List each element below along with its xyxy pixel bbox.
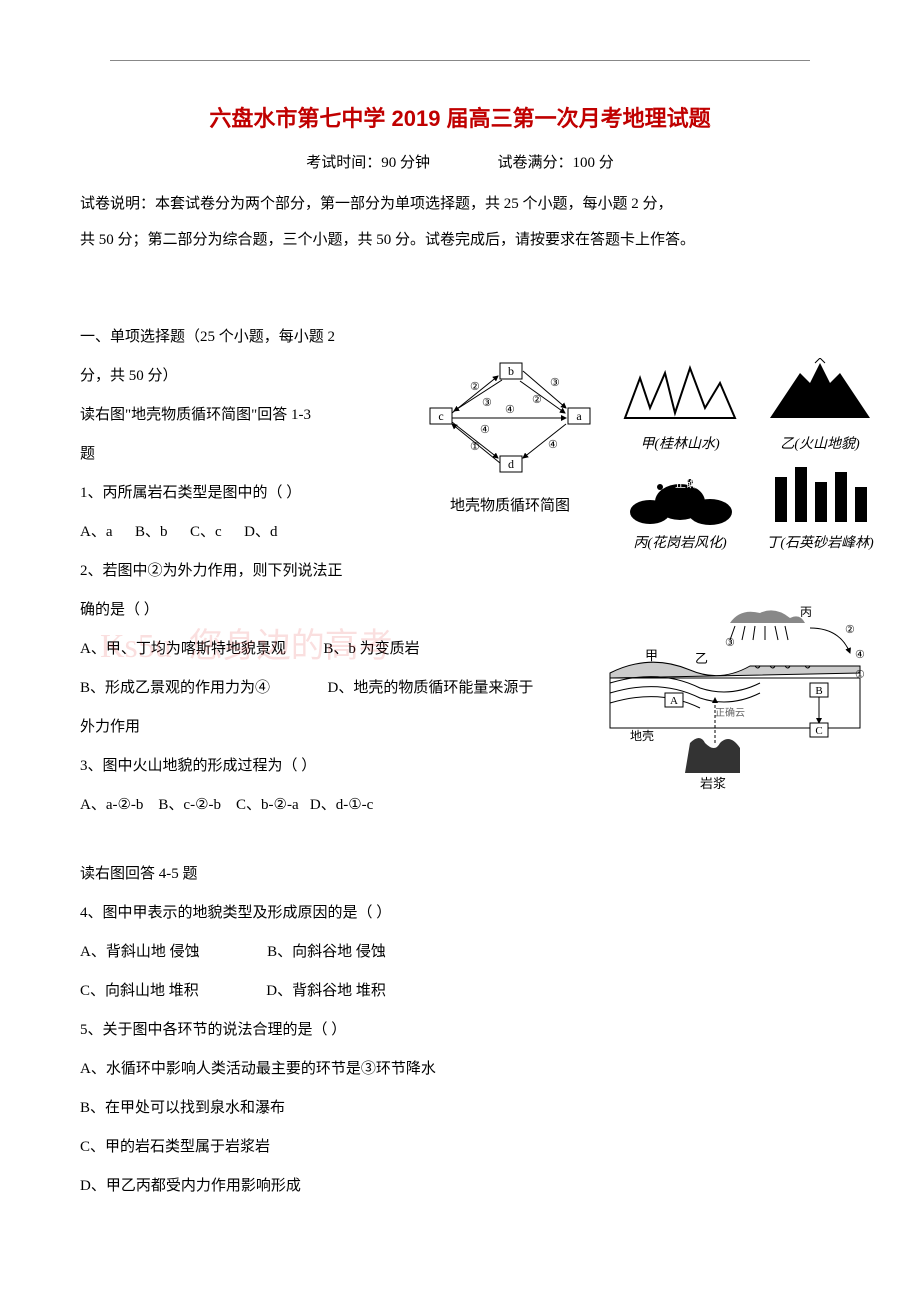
svg-text:d: d bbox=[508, 457, 514, 471]
page-title: 六盘水市第七中学 2019 届高三第一次月考地理试题 bbox=[80, 101, 840, 133]
svg-text:丙: 丙 bbox=[800, 605, 812, 619]
cycle-caption: 地壳物质循环简图 bbox=[420, 494, 600, 515]
svg-text:④: ④ bbox=[548, 439, 558, 451]
thumb-caption: 丙(花岗岩风化) bbox=[620, 532, 740, 552]
svg-text:④: ④ bbox=[855, 649, 865, 661]
question-option-row: C、向斜山地 堆积 D、背斜谷地 堆积 bbox=[80, 972, 840, 1011]
exam-info: 考试时间：90 分钟 试卷满分：100 分 bbox=[80, 151, 840, 172]
watermark-tag: 正确云 bbox=[675, 475, 708, 491]
thumbs-col1: 甲(桂林山水) 正确云 丙(花岗岩风化) bbox=[620, 358, 740, 552]
svg-text:④: ④ bbox=[480, 424, 490, 436]
cycle-svg: b c a d ② ③ ② ③ ④ ④ bbox=[420, 358, 600, 488]
svg-text:②: ② bbox=[532, 394, 542, 406]
option-b: B、向斜谷地 侵蚀 bbox=[267, 944, 386, 960]
svg-text:④: ④ bbox=[505, 404, 515, 416]
svg-text:c: c bbox=[438, 409, 443, 423]
instruction-line: 试卷说明：本套试卷分为两个部分，第一部分为单项选择题，共 25 个小题，每小题 … bbox=[80, 186, 840, 222]
option-a: A、背斜山地 侵蚀 bbox=[80, 944, 200, 960]
thumbs-col2: 乙(火山地貌) 丁(石英砂岩峰林) bbox=[760, 358, 880, 552]
figure-block-2: 丙 ② ③ 甲 乙 ④ ① A B bbox=[600, 598, 870, 803]
figure-block-1: b c a d ② ③ ② ③ ④ ④ bbox=[420, 358, 900, 552]
score-value: 100 分 bbox=[573, 155, 614, 171]
option-d: D、甲乙丙都受内力作用影响形成 bbox=[80, 1167, 840, 1206]
svg-text:②: ② bbox=[845, 624, 855, 636]
question-stem: 2、若图中②为外力作用，则下列说法正 bbox=[80, 552, 840, 591]
passage-text: 读右图回答 4-5 题 bbox=[80, 855, 840, 894]
cycle-diagram: b c a d ② ③ ② ③ ④ ④ bbox=[420, 358, 600, 552]
option-b: B、形成乙景观的作用力为④ bbox=[80, 680, 270, 696]
svg-text:甲: 甲 bbox=[645, 648, 658, 663]
instructions: 试卷说明：本套试卷分为两个部分，第一部分为单项选择题，共 25 个小题，每小题 … bbox=[80, 186, 840, 258]
thumb-bing: 正确云 丙(花岗岩风化) bbox=[620, 457, 740, 552]
option-b: B、在甲处可以找到泉水和瀑布 bbox=[80, 1089, 840, 1128]
option-d: D、背斜谷地 堆积 bbox=[266, 983, 386, 999]
time-value: 90 分钟 bbox=[381, 155, 430, 171]
time-label: 考试时间： bbox=[306, 155, 381, 171]
option-a: A、甲、丁均为喀斯特地貌景观 bbox=[80, 641, 286, 657]
cross-section-svg: 丙 ② ③ 甲 乙 ④ ① A B bbox=[600, 598, 870, 798]
svg-text:岩浆: 岩浆 bbox=[700, 776, 726, 791]
question-stem: 5、关于图中各环节的说法合理的是（ ） bbox=[80, 1011, 840, 1050]
svg-text:③: ③ bbox=[550, 377, 560, 389]
score-label: 试卷满分： bbox=[498, 155, 573, 171]
svg-text:地壳: 地壳 bbox=[630, 729, 654, 743]
thumb-caption: 乙(火山地貌) bbox=[760, 433, 880, 453]
thumb-caption: 甲(桂林山水) bbox=[620, 433, 740, 453]
svg-text:b: b bbox=[508, 364, 514, 378]
option-a: A、水循环中影响人类活动最主要的环节是③环节降水 bbox=[80, 1050, 840, 1089]
instruction-line: 共 50 分；第二部分为综合题，三个小题，共 50 分。试卷完成后，请按要求在答… bbox=[80, 222, 840, 258]
thumb-jia: 甲(桂林山水) bbox=[620, 358, 740, 453]
top-rule bbox=[110, 60, 810, 61]
content-wrap: Ks5u 您身边的高考 b c a d ② ③ ② ③ bbox=[80, 318, 840, 1206]
svg-text:乙: 乙 bbox=[695, 651, 708, 666]
svg-text:正确云: 正确云 bbox=[715, 706, 745, 719]
svg-text:a: a bbox=[576, 409, 582, 423]
svg-text:②: ② bbox=[470, 381, 480, 393]
option-d: D、地壳的物质循环能量来源于 bbox=[328, 680, 534, 696]
option-b-sub: B、b 为变质岩 bbox=[323, 641, 419, 657]
option-c: C、甲的岩石类型属于岩浆岩 bbox=[80, 1128, 840, 1167]
section-header: 一、单项选择题（25 个小题，每小题 2 bbox=[80, 318, 840, 357]
question-stem: 4、图中甲表示的地貌类型及形成原因的是（ ） bbox=[80, 894, 840, 933]
thumb-yi: 乙(火山地貌) bbox=[760, 358, 880, 453]
option-c: C、向斜山地 堆积 bbox=[80, 983, 199, 999]
svg-text:③: ③ bbox=[482, 397, 492, 409]
svg-text:A: A bbox=[670, 695, 678, 707]
thumb-ding: 丁(石英砂岩峰林) bbox=[760, 457, 880, 552]
svg-text:③: ③ bbox=[725, 637, 735, 649]
svg-text:C: C bbox=[815, 725, 822, 737]
svg-text:B: B bbox=[815, 685, 822, 697]
exam-page: 六盘水市第七中学 2019 届高三第一次月考地理试题 考试时间：90 分钟 试卷… bbox=[0, 0, 920, 1266]
thumb-caption: 丁(石英砂岩峰林) bbox=[760, 532, 880, 552]
question-option-row: A、背斜山地 侵蚀 B、向斜谷地 侵蚀 bbox=[80, 933, 840, 972]
